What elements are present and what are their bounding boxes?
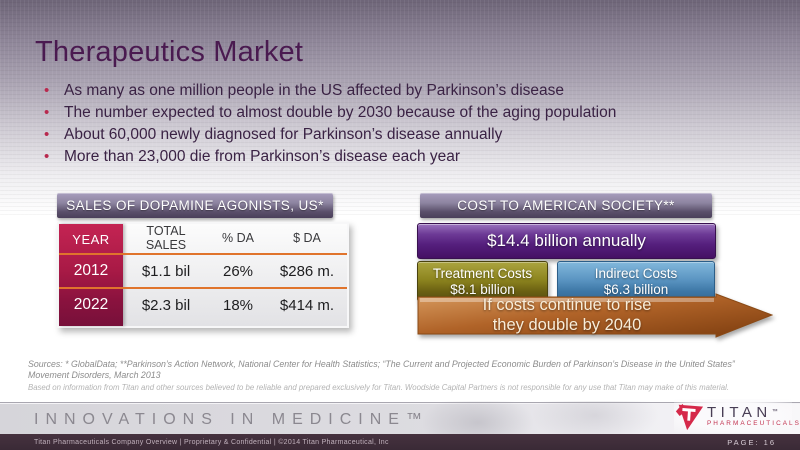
sales-panel-header: SALES OF DOPAMINE AGONISTS, US* (57, 193, 333, 218)
sales-table-body: TOTAL SALES % DA $ DA $1.1 bil 26% $286 … (123, 224, 347, 326)
bullet-item: About 60,000 newly diagnosed for Parkins… (38, 126, 778, 144)
titan-logo-icon (675, 403, 704, 431)
column-header-pct-da: % DA (222, 231, 254, 246)
arrow-shape-icon (417, 293, 773, 338)
table-cell: $286 m. (279, 262, 335, 280)
table-cell: 26% (222, 262, 254, 280)
table-cell-year: 2022 (73, 296, 109, 313)
indirect-costs-value: $6.3 billion (603, 281, 669, 297)
bullet-item: More than 23,000 die from Parkinson’s di… (38, 148, 778, 166)
footer-band: INNOVATIONS IN MEDICINE™ (0, 401, 800, 437)
treatment-costs-label: Treatment Costs (432, 265, 533, 281)
table-cell-year: 2012 (73, 262, 109, 279)
titan-logo-text: TITAN™ PHARMACEUTICALS (707, 405, 800, 428)
indirect-costs-label: Indirect Costs (594, 265, 678, 281)
treatment-costs-box: Treatment Costs $8.1 billion (417, 261, 548, 302)
orange-divider (59, 253, 347, 255)
column-header-dollar-da: $ DA (293, 231, 321, 246)
table-cell: $414 m. (279, 296, 335, 314)
bottom-bar: Titan Pharmaceuticals Company Overview |… (0, 434, 800, 450)
sales-table: YEAR 2012 2022 TOTAL SALES % DA $ DA $1.… (57, 222, 349, 328)
page-number: PAGE: 16 (727, 437, 776, 447)
logo-name: TITAN™ (707, 403, 778, 421)
column-header-year: YEAR (72, 231, 110, 247)
table-cell: $2.3 bil (141, 296, 191, 314)
total-cost-box: $14.4 billion annually (417, 223, 716, 259)
treatment-costs-value: $8.1 billion (450, 281, 515, 297)
logo-subtitle: PHARMACEUTICALS (707, 419, 800, 427)
arrow-line1: If costs continue to rise (482, 296, 652, 314)
column-header-total-sales: TOTAL SALES (145, 224, 187, 252)
year-column: YEAR 2012 2022 (59, 224, 123, 326)
arrow-line2: they double by 2040 (492, 316, 642, 334)
logo-tm: ™ (771, 408, 778, 415)
sources-note: Sources: * GlobalData; **Parkinson’s Act… (28, 359, 735, 380)
cost-panel-header: COST TO AMERICAN SOCIETY** (420, 193, 712, 218)
bullet-item: As many as one million people in the US … (38, 82, 778, 100)
titan-logo: TITAN™ PHARMACEUTICALS (674, 399, 799, 433)
tagline: INNOVATIONS IN MEDICINE™ (34, 411, 429, 428)
cost-projection-arrow: If costs continue to rise they double by… (417, 293, 773, 339)
disclaimer-note: Based on information from Titan and othe… (28, 383, 730, 392)
copyright-text: Titan Pharmaceuticals Company Overview |… (34, 438, 389, 446)
page-title: Therapeutics Market (35, 36, 304, 68)
table-cell: $1.1 bil (141, 262, 191, 280)
bullet-list: As many as one million people in the US … (38, 82, 778, 170)
table-cell: 18% (222, 296, 254, 314)
bullet-item: The number expected to almost double by … (38, 104, 778, 122)
arrow-text: If costs continue to rise they double by… (417, 293, 717, 337)
orange-divider (59, 287, 347, 289)
